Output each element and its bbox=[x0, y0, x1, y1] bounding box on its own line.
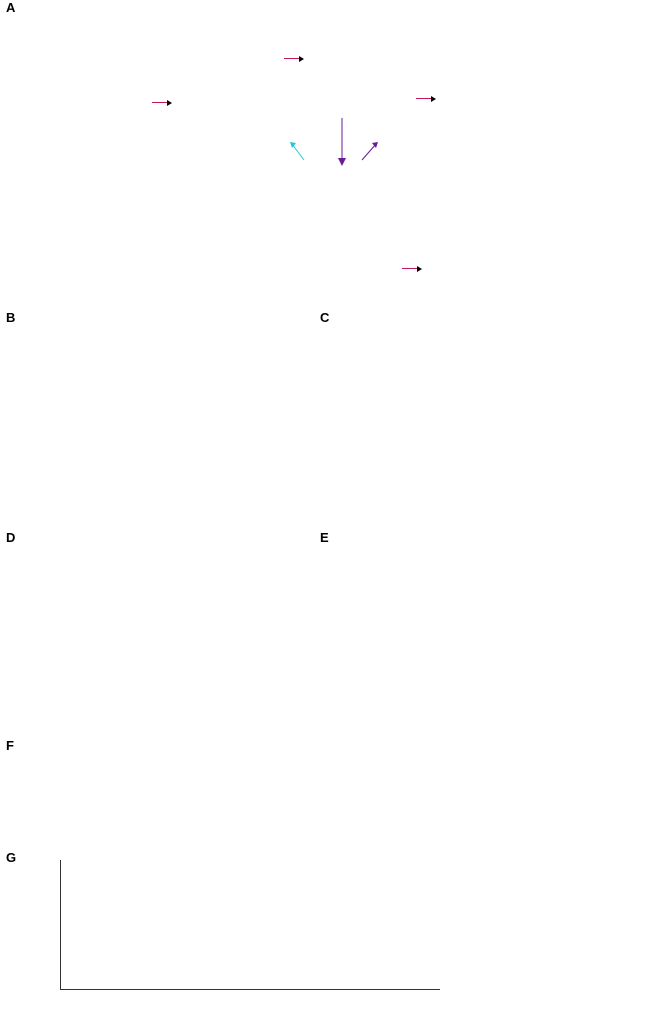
panel-label-g: G bbox=[6, 850, 16, 865]
arrow-diag bbox=[360, 142, 420, 162]
panel-a bbox=[10, 2, 630, 282]
gating-arrow bbox=[402, 268, 418, 269]
panel-label-e: E bbox=[320, 530, 329, 545]
gating-arrow bbox=[152, 102, 168, 103]
panel-label-b: B bbox=[6, 310, 15, 325]
panel-g bbox=[20, 860, 620, 1028]
panel-f bbox=[20, 750, 620, 840]
arrow-down bbox=[332, 118, 352, 168]
gating-arrow bbox=[284, 58, 300, 59]
panel-label-d: D bbox=[6, 530, 15, 545]
panel-label-c: C bbox=[320, 310, 329, 325]
bar-chart bbox=[60, 860, 440, 990]
panel-label-f: F bbox=[6, 738, 14, 753]
gating-arrow bbox=[416, 98, 432, 99]
